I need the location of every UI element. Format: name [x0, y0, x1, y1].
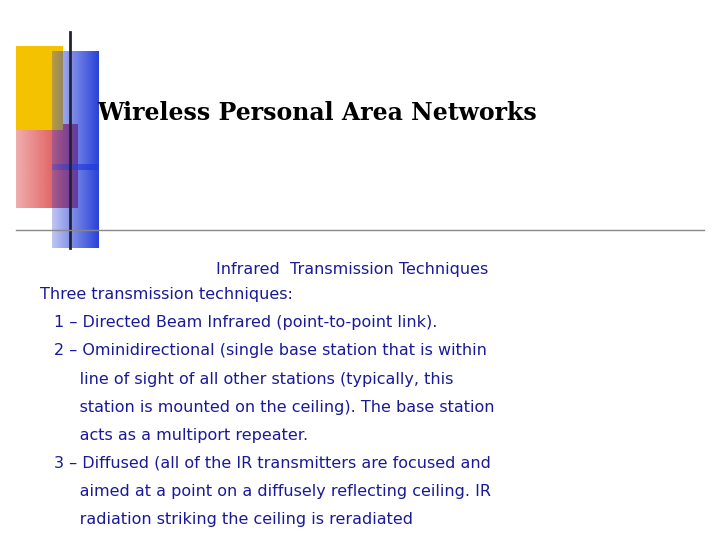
Text: aimed at a point on a diffusely reflecting ceiling. IR: aimed at a point on a diffusely reflecti…: [54, 484, 491, 499]
Bar: [16, 46, 63, 130]
Text: station is mounted on the ceiling). The base station: station is mounted on the ceiling). The …: [54, 400, 495, 415]
Text: line of sight of all other stations (typically, this: line of sight of all other stations (typ…: [54, 372, 454, 387]
Text: Infrared  Transmission Techniques: Infrared Transmission Techniques: [216, 262, 488, 277]
Text: radiation striking the ceiling is reradiated: radiation striking the ceiling is reradi…: [54, 512, 413, 527]
Text: 1 – Directed Beam Infrared (point-to-point link).: 1 – Directed Beam Infrared (point-to-poi…: [54, 315, 437, 330]
Text: 2 – Ominidirectional (single base station that is within: 2 – Ominidirectional (single base statio…: [54, 343, 487, 359]
Text: Wireless Personal Area Networks: Wireless Personal Area Networks: [97, 102, 537, 125]
Text: acts as a multiport repeater.: acts as a multiport repeater.: [54, 428, 308, 443]
Text: 3 – Diffused (all of the IR transmitters are focused and: 3 – Diffused (all of the IR transmitters…: [54, 456, 491, 471]
Text: Three transmission techniques:: Three transmission techniques:: [40, 287, 292, 302]
